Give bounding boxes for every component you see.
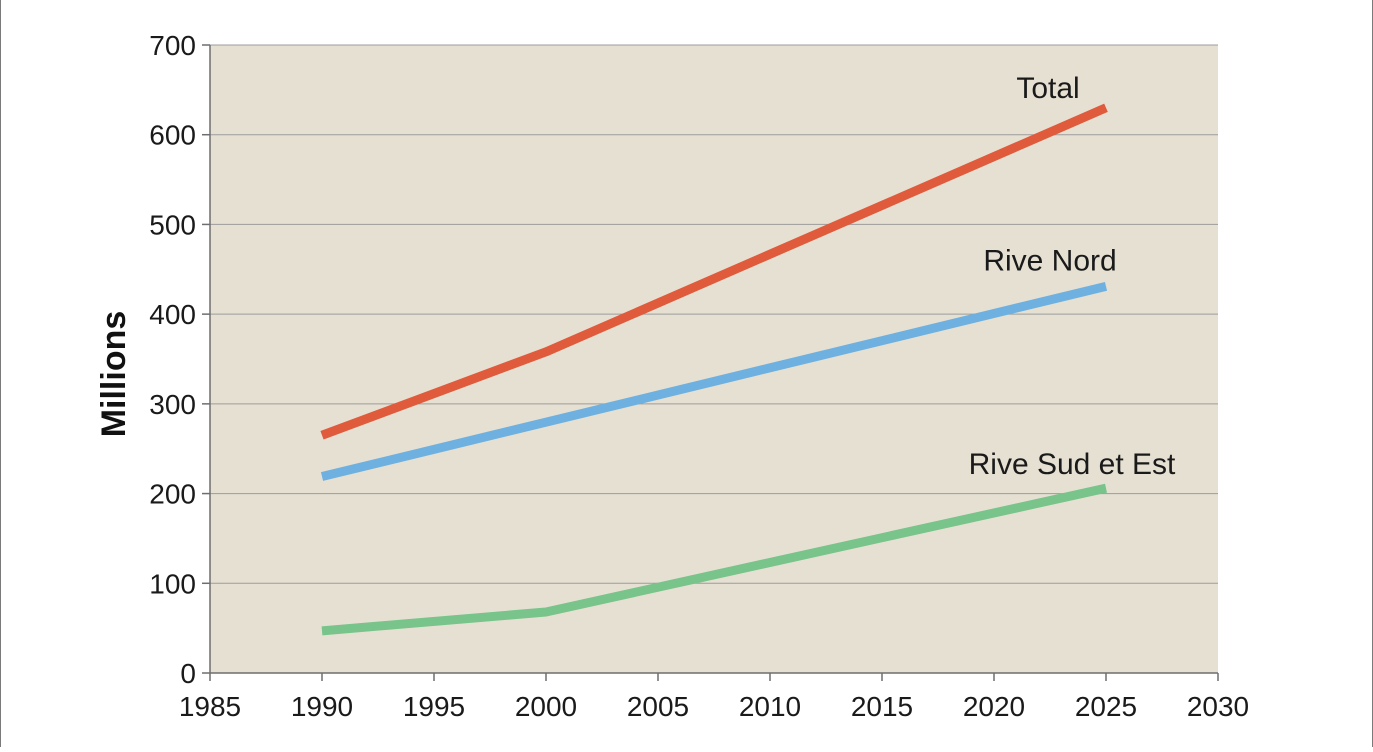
x-tick-label: 2030 xyxy=(1187,691,1249,722)
x-tick-label: 2005 xyxy=(627,691,689,722)
x-tick-label: 2010 xyxy=(739,691,801,722)
y-tick-label: 0 xyxy=(180,658,196,689)
y-tick-label: 500 xyxy=(149,209,196,240)
axes xyxy=(202,44,1219,681)
y-axis-label: Millions xyxy=(95,311,133,438)
x-tick-label: 1985 xyxy=(179,691,241,722)
plot-area xyxy=(210,45,1218,673)
series-lines xyxy=(320,103,1108,636)
y-tick-label: 300 xyxy=(149,389,196,420)
y-tick-labels: 0 100 200 300 400 500 600 700 xyxy=(149,30,196,689)
x-tick-label: 2020 xyxy=(963,691,1025,722)
series-label-rive-sud-et-est: Rive Sud et Est xyxy=(969,448,1176,481)
x-tick-label: 2015 xyxy=(851,691,913,722)
y-tick-label: 200 xyxy=(149,479,196,510)
x-tick-label: 2000 xyxy=(515,691,577,722)
series-line-total xyxy=(320,103,1108,440)
y-tick-label: 100 xyxy=(149,568,196,599)
y-tick-label: 400 xyxy=(149,299,196,330)
series-line-rive-nord xyxy=(320,281,1108,481)
series-labels: Total Rive Nord Rive Sud et Est xyxy=(969,72,1176,481)
x-tick-label: 2025 xyxy=(1075,691,1137,722)
series-line-rive-sud-et-est xyxy=(321,483,1107,636)
x-tick-labels: 1985 1990 1995 2000 2005 2010 2015 2020 2025 2030 xyxy=(179,691,1249,722)
series-label-total: Total xyxy=(1016,72,1079,105)
y-tick-label: 700 xyxy=(149,30,196,61)
x-tick-label: 1990 xyxy=(291,691,353,722)
y-tick-label: 600 xyxy=(149,120,196,151)
series-label-rive-nord: Rive Nord xyxy=(983,244,1116,277)
x-tick-label: 1995 xyxy=(403,691,465,722)
